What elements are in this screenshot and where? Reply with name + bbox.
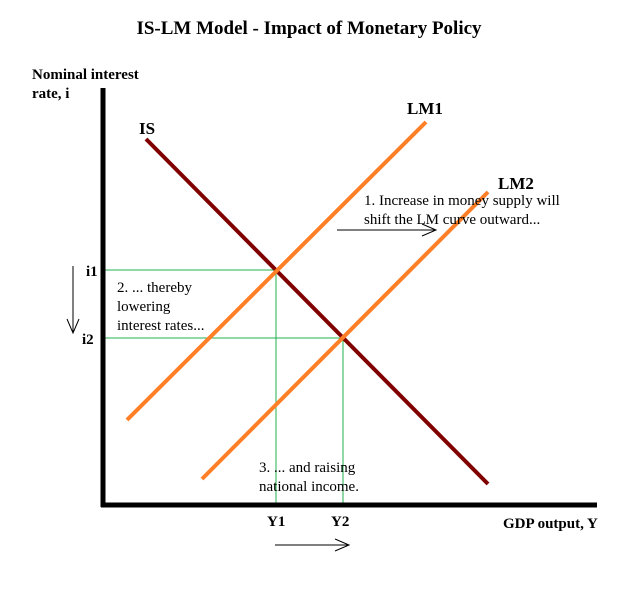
tick-y2: Y2 bbox=[331, 514, 349, 530]
lm1-label: LM1 bbox=[407, 99, 443, 118]
lm1-curve bbox=[125, 120, 428, 422]
tick-y1: Y1 bbox=[267, 514, 285, 530]
y-axis-label-line1: Nominal interest bbox=[32, 67, 139, 83]
interest-down-arrow-icon bbox=[66, 266, 80, 335]
tick-i1: i1 bbox=[86, 264, 98, 280]
lm2-curve bbox=[200, 190, 490, 481]
is-label: IS bbox=[139, 119, 155, 138]
income-right-arrow-icon bbox=[275, 538, 351, 552]
step2-text-line1: 2. ... thereby bbox=[117, 280, 192, 296]
step3-text-line1: 3. ... and raising bbox=[259, 460, 356, 476]
step2-text-line2: lowering bbox=[117, 299, 171, 315]
lm-shift-arrow-icon bbox=[337, 223, 438, 237]
step3-text-line2: national income. bbox=[259, 479, 359, 495]
step1-text-line2: shift the LM curve outward... bbox=[364, 212, 540, 228]
x-axis-label: GDP output, Y bbox=[503, 516, 598, 532]
step1-text-line1: 1. Increase in money supply will bbox=[364, 193, 560, 209]
step2-text-line3: interest rates... bbox=[117, 318, 204, 334]
is-curve bbox=[144, 137, 490, 486]
diagram-title: IS-LM Model - Impact of Monetary Policy bbox=[136, 18, 482, 39]
y-axis-label-line2: rate, i bbox=[32, 86, 69, 102]
lm2-label: LM2 bbox=[498, 174, 534, 193]
tick-i2: i2 bbox=[82, 332, 94, 348]
